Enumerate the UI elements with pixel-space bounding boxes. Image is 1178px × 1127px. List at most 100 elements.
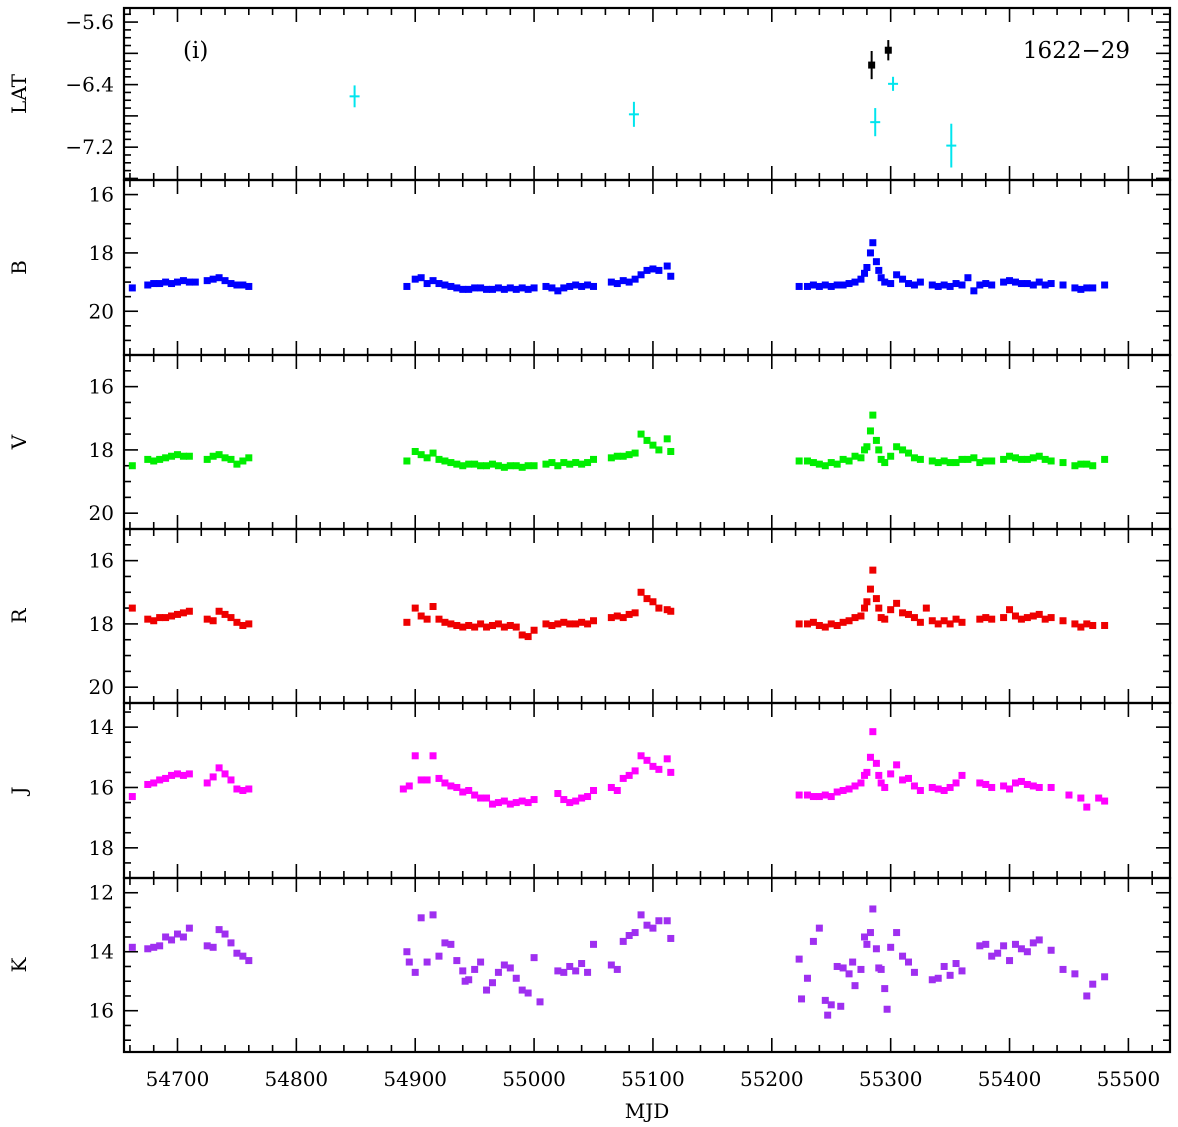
data-point	[530, 796, 538, 804]
data-point	[857, 454, 865, 462]
data-point	[144, 945, 152, 953]
data-point	[572, 281, 580, 289]
data-point	[435, 615, 443, 623]
data-point	[512, 462, 520, 470]
data-point	[815, 793, 823, 801]
data-point	[667, 447, 675, 455]
data-point	[857, 275, 865, 283]
data-point	[667, 607, 675, 615]
data-point	[144, 455, 152, 463]
data-point	[899, 952, 907, 960]
data-point	[649, 598, 657, 606]
data-point	[916, 618, 924, 626]
data-point	[868, 61, 876, 69]
data-point	[441, 939, 449, 947]
data-point	[518, 797, 526, 805]
data-point	[185, 278, 193, 286]
data-point	[459, 623, 467, 631]
data-point	[946, 282, 954, 290]
data-point	[866, 427, 874, 435]
panel-r: 16 18 20 R	[7, 527, 1172, 705]
data-point	[530, 626, 538, 634]
data-point	[548, 459, 556, 467]
data-point	[958, 455, 966, 463]
data-point	[530, 954, 538, 962]
data-point	[809, 459, 817, 467]
data-point	[631, 449, 639, 457]
data-point	[1095, 794, 1103, 802]
data-point	[221, 770, 229, 778]
data-point	[655, 446, 663, 454]
data-point	[572, 797, 580, 805]
data-point	[934, 785, 942, 793]
data-point	[494, 799, 502, 807]
data-point	[506, 621, 514, 629]
data-point	[471, 791, 479, 799]
data-point	[590, 940, 598, 948]
y-tick-label: 14	[89, 715, 114, 739]
data-point	[477, 620, 485, 628]
data-point	[833, 962, 841, 970]
data-point	[619, 774, 627, 782]
data-point	[613, 787, 621, 794]
data-point	[1083, 803, 1091, 811]
data-point	[1059, 965, 1067, 973]
data-point	[150, 943, 158, 951]
data-point	[833, 621, 841, 629]
data-point	[518, 986, 526, 994]
data-point	[803, 974, 811, 982]
data-point	[849, 958, 857, 966]
data-point	[869, 905, 877, 913]
data-point	[144, 615, 152, 623]
data-point	[883, 1005, 891, 1013]
data-point	[488, 460, 496, 468]
data-point	[875, 446, 883, 454]
data-point	[905, 449, 912, 457]
data-point	[227, 280, 235, 288]
data-point	[590, 787, 598, 794]
data-point	[185, 452, 193, 460]
data-point	[156, 614, 164, 622]
data-point	[566, 460, 574, 468]
data-point	[179, 452, 187, 460]
source-name: 1622−29	[1023, 38, 1130, 64]
panel-v: 16 18 20 V	[7, 353, 1172, 531]
data-point	[952, 615, 960, 623]
data-point	[827, 793, 835, 801]
data-point	[821, 462, 829, 470]
data-point	[1059, 459, 1067, 467]
data-point	[417, 274, 425, 282]
data-point	[429, 449, 437, 457]
data-point	[405, 958, 413, 966]
data-point	[417, 776, 425, 784]
data-point	[893, 929, 901, 937]
data-point	[1101, 973, 1109, 981]
data-point	[429, 911, 437, 919]
panel-k: 12 14 16 K	[7, 876, 1172, 1054]
data-point	[459, 462, 467, 470]
data-point	[411, 752, 419, 760]
data-point	[1023, 614, 1031, 622]
data-point	[162, 614, 170, 622]
data-point	[869, 411, 877, 419]
data-point	[905, 774, 912, 782]
data-point	[877, 614, 885, 622]
y-tick-label: 18	[89, 241, 114, 265]
data-point	[1047, 783, 1055, 791]
data-point	[863, 940, 871, 948]
data-point	[1006, 277, 1014, 285]
data-point	[233, 949, 241, 957]
data-point	[803, 282, 811, 290]
data-point	[1065, 791, 1073, 799]
data-point	[459, 788, 467, 796]
data-point	[500, 285, 508, 293]
data-point	[1000, 782, 1008, 790]
data-point	[203, 942, 211, 950]
data-point	[916, 278, 924, 286]
data-point	[423, 776, 431, 784]
data-point	[625, 610, 633, 618]
data-point	[500, 961, 508, 969]
data-point	[861, 604, 869, 612]
data-point	[928, 976, 936, 984]
